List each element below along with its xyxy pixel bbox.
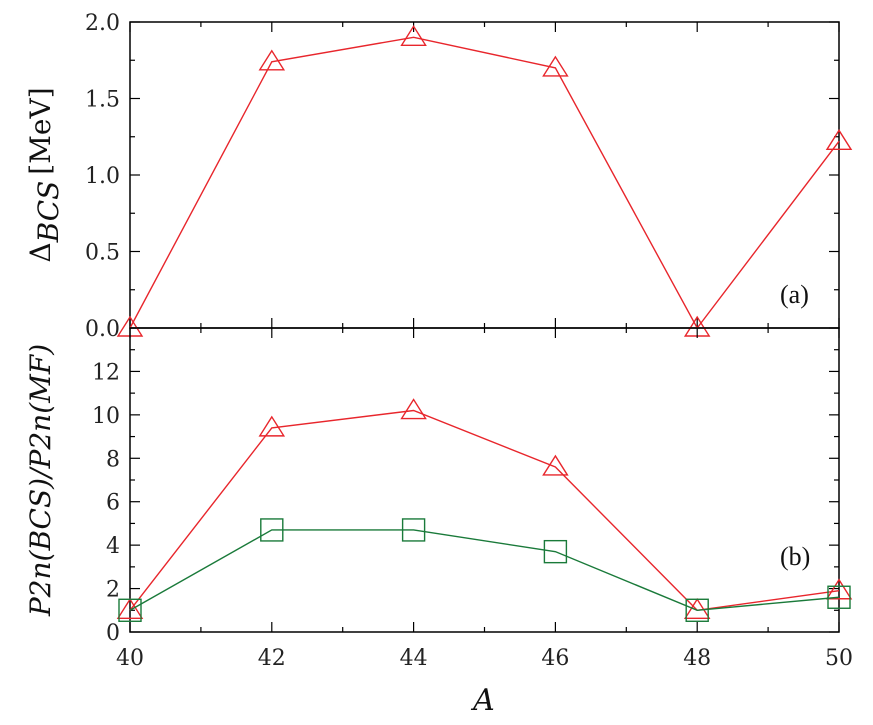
triangle-marker [116, 597, 144, 619]
series-line-square [129, 529, 840, 611]
y-tick-label: 2.0 [85, 11, 120, 36]
x-axis-label: A [470, 683, 495, 718]
panel-b-series [116, 398, 853, 622]
square-marker [685, 598, 709, 622]
triangle-marker [258, 415, 286, 437]
x-tick-label: 42 [258, 646, 286, 671]
triangle-marker [825, 578, 853, 600]
y-tick-label: 4 [106, 534, 120, 559]
triangle-marker [825, 129, 853, 151]
y-tick-label: 0 [106, 621, 120, 646]
panel-b-y-axis-label: P2n(BCS)/P2n(MF) [24, 344, 57, 617]
panel-a-y-axis-label: ΔBCS [MeV] [24, 87, 65, 262]
x-tick-label: 48 [683, 646, 711, 671]
x-tick-label: 50 [825, 646, 853, 671]
panel-a-series [116, 24, 853, 337]
triangle-marker [542, 55, 569, 77]
panel-b-y-tick-labels: 0 2 4 6 8 10 12 [92, 360, 120, 646]
y-tick-label: 2 [106, 578, 120, 603]
panel-a-label: (a) [780, 280, 809, 309]
panel-a-ylabel-main: Δ [24, 242, 57, 262]
panel-b-label: (b) [780, 542, 810, 571]
triangle-marker [400, 24, 427, 46]
square-marker [260, 518, 284, 542]
x-tick-label: 46 [541, 646, 569, 671]
y-tick-label: 6 [106, 491, 120, 516]
triangle-marker [400, 398, 427, 420]
y-tick-label: 0.0 [85, 317, 120, 342]
y-tick-label: 1.5 [85, 88, 120, 113]
y-tick-label: 10 [92, 404, 120, 429]
y-tick-label: 1.0 [85, 164, 120, 189]
panel-b-x-tick-labels: 40 42 44 46 48 50 [116, 646, 853, 671]
panel-a-y-tick-labels: 0.0 0.5 1.0 1.5 2.0 [85, 11, 120, 342]
x-tick-label: 40 [116, 646, 144, 671]
triangle-marker [683, 597, 711, 619]
series-line-triangle [129, 409, 840, 612]
square-marker [401, 518, 426, 542]
y-tick-label: 12 [92, 360, 120, 385]
panel-a: 0.0 0.5 1.0 1.5 2.0 (a) ΔBCS [MeV] [24, 11, 853, 342]
panel-b-frame [129, 327, 840, 633]
series-line-triangle [129, 36, 840, 330]
panel-a-ylabel-unit: [MeV] [24, 87, 57, 174]
y-tick-label: 0.5 [85, 241, 120, 266]
y-tick-label: 8 [106, 447, 120, 472]
x-tick-label: 44 [400, 646, 428, 671]
square-marker [118, 598, 142, 622]
panel-a-ylabel-sub: BCS [32, 181, 65, 244]
triangle-marker [258, 49, 286, 71]
square-marker [543, 539, 568, 564]
square-marker [827, 585, 851, 609]
triangle-marker [542, 454, 569, 476]
panel-b-ticks [129, 328, 840, 633]
